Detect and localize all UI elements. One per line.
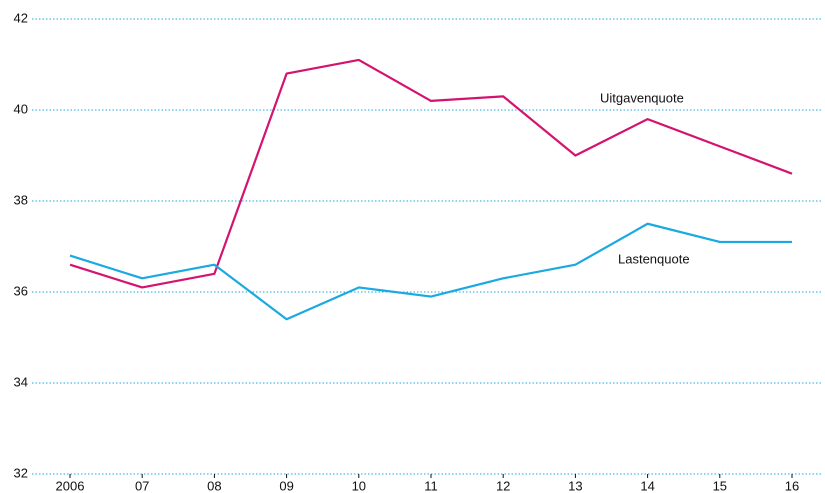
x-tick-label: 16	[785, 478, 799, 493]
x-tick-label: 08	[207, 478, 221, 493]
series-label: Lastenquote	[618, 251, 690, 266]
y-tick-label: 36	[14, 283, 28, 298]
x-tick-label: 15	[713, 478, 727, 493]
x-tick-label: 2006	[56, 478, 85, 493]
y-tick-label: 38	[14, 192, 28, 207]
series-label: Uitgavenquote	[600, 90, 684, 105]
x-tick-label: 09	[279, 478, 293, 493]
y-tick-label: 34	[14, 374, 28, 389]
series-line	[69, 222, 792, 321]
x-tick-label: 14	[640, 478, 654, 493]
x-tick-label: 07	[135, 478, 149, 493]
x-tick-label: 10	[352, 478, 366, 493]
y-tick-label: 42	[14, 10, 28, 25]
x-tick-label: 11	[424, 478, 438, 493]
x-tick-label: 12	[496, 478, 510, 493]
y-tick-label: 40	[14, 101, 28, 116]
series-line	[69, 58, 793, 289]
x-tick-label: 13	[568, 478, 582, 493]
y-tick-label: 32	[14, 465, 28, 480]
